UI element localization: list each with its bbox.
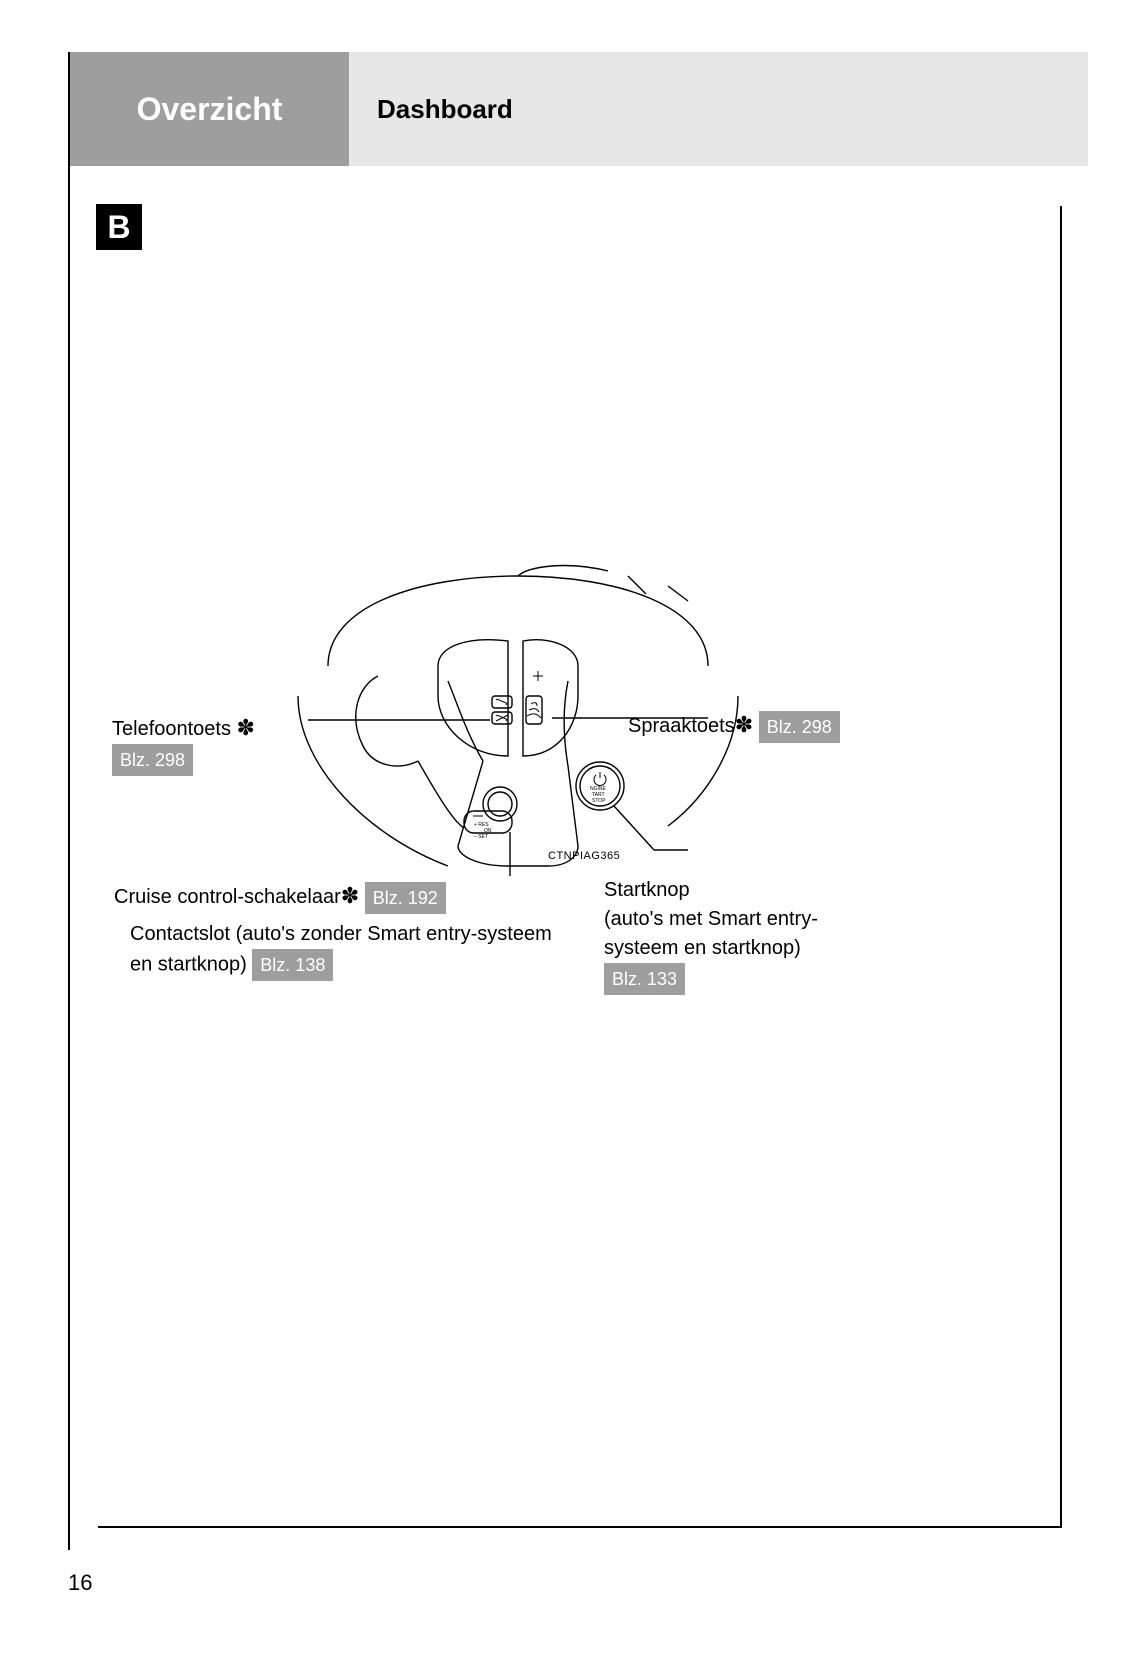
page-ref-telefoontoets: Blz. 298 xyxy=(112,744,193,776)
content-box: B xyxy=(98,206,1062,1528)
callout-spraaktoets-label: Spraaktoets xyxy=(628,715,735,737)
page-ref-startknop: Blz. 133 xyxy=(604,963,685,995)
callout-contactslot-line2: en startknop) xyxy=(130,953,247,975)
callout-cruise-label: Cruise control-schakelaar xyxy=(114,886,341,908)
svg-text:– SET: – SET xyxy=(474,834,488,840)
asterisk-icon: ✽ xyxy=(735,712,753,737)
callout-startknop: Startknop (auto's met Smart entry- syste… xyxy=(604,876,934,995)
diagram-code: CTNPIAG365 xyxy=(548,850,620,862)
header-tab-section: Overzicht xyxy=(70,52,349,166)
callout-contactslot-line1: Contactslot (auto's zonder Smart entry-s… xyxy=(130,923,552,945)
asterisk-icon: ✽ xyxy=(341,883,359,908)
page-ref-spraaktoets: Blz. 298 xyxy=(759,711,840,743)
page-number: 16 xyxy=(68,1570,92,1596)
callout-cruise-control: Cruise control-schakelaar✽ Blz. 192 xyxy=(114,880,634,914)
asterisk-icon: ✽ xyxy=(237,715,255,740)
page-ref-cruise: Blz. 192 xyxy=(365,882,446,914)
callout-telefoontoets-label: Telefoontoets xyxy=(112,718,231,740)
header-tab-subsection: Dashboard xyxy=(349,52,1088,166)
page-ref-contactslot: Blz. 138 xyxy=(252,949,333,981)
callout-startknop-line2: (auto's met Smart entry- xyxy=(604,908,818,930)
callout-startknop-line3: systeem en startknop) xyxy=(604,937,801,959)
callout-telefoontoets: Telefoontoets ✽ Blz. 298 xyxy=(112,712,292,776)
section-badge: B xyxy=(96,204,142,250)
svg-text:STOP: STOP xyxy=(592,798,606,804)
callout-startknop-line1: Startknop xyxy=(604,879,690,901)
callout-contactslot: Contactslot (auto's zonder Smart entry-s… xyxy=(130,920,630,981)
page-frame: Overzicht Dashboard B xyxy=(68,52,1088,1550)
callout-spraaktoets: Spraaktoets✽ Blz. 298 xyxy=(628,709,1008,743)
